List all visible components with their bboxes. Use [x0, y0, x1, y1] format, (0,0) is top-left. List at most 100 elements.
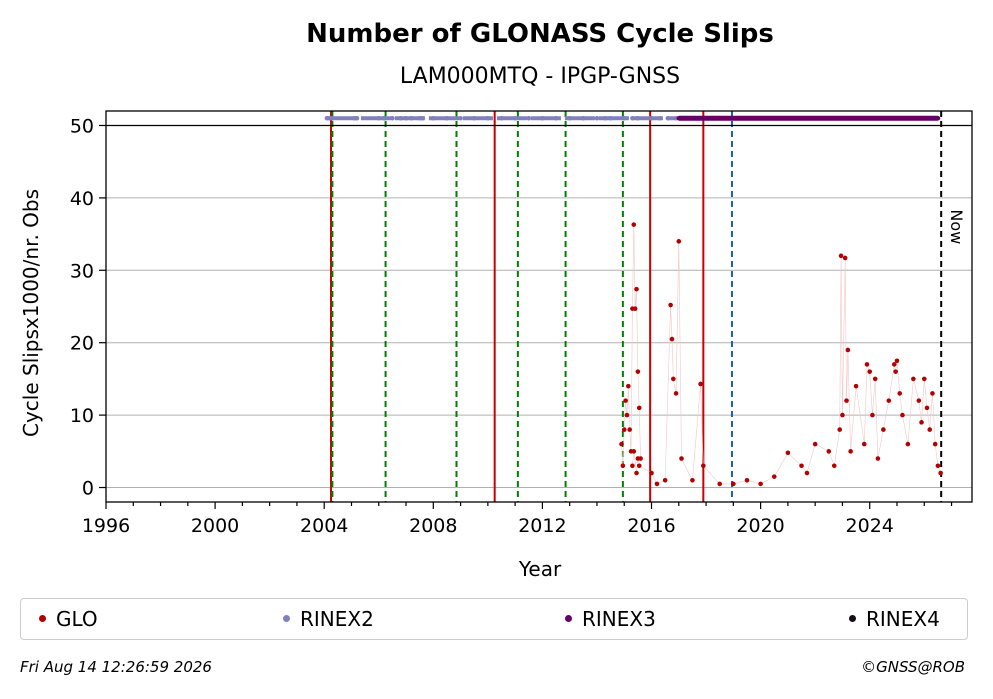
x-tick-label: 2012 [518, 515, 566, 537]
y-tick-label: 20 [70, 333, 94, 355]
glo-point [905, 441, 911, 447]
glo-point [623, 398, 628, 403]
x-tick-label: 2000 [191, 515, 239, 537]
glo-point [897, 391, 903, 396]
legend-marker-rinex3 [565, 615, 572, 622]
glo-point [916, 398, 922, 403]
glo-point [831, 463, 837, 469]
legend-item-glo: GLO [39, 607, 98, 631]
rinex2-point [657, 115, 662, 121]
glo-point [619, 441, 624, 447]
rinex3-point [812, 115, 818, 121]
glo-point [785, 450, 791, 456]
legend-marker-glo [39, 615, 46, 622]
x-tick-label: 2024 [846, 515, 894, 537]
glo-point [921, 376, 927, 382]
x-axis-ticks: 1996 2000 2004 2008 2012 2016 2020 2024 [82, 502, 953, 537]
glo-point [620, 463, 626, 469]
rinex2-point [553, 115, 559, 121]
chart-subtitle: LAM000MTQ - IPGP-GNSS [400, 64, 680, 89]
rinex2-point [630, 115, 635, 121]
glo-point [935, 463, 941, 469]
glo-point [924, 405, 930, 411]
rinex2-point [485, 115, 491, 121]
glo-point [624, 412, 630, 418]
glo-point [886, 398, 892, 403]
glo-point [837, 427, 843, 432]
event-lines [330, 111, 943, 502]
glo-point [634, 470, 639, 476]
rinex2-point [420, 115, 425, 121]
glo-point [930, 391, 935, 396]
glo-point [900, 412, 905, 418]
glo-point [844, 398, 849, 403]
y-tick-label: 50 [70, 115, 94, 137]
rinex2-point [381, 115, 387, 121]
glo-point [826, 449, 832, 454]
rinex2-point [458, 115, 463, 121]
glo-point [867, 369, 873, 374]
glo-point [636, 463, 642, 469]
glo-point [893, 369, 898, 374]
x-tick-label: 2020 [736, 515, 784, 537]
glo-point [631, 222, 637, 227]
rinex3-point [881, 115, 886, 121]
rinex2-point [665, 115, 671, 121]
glo-point [662, 477, 668, 483]
glo-point [845, 347, 851, 353]
legend-label-rinex4: RINEX4 [866, 607, 940, 631]
x-tick-label: 1996 [82, 515, 130, 537]
footer-credit: ©GNSS@ROB [861, 658, 965, 676]
glo-point [673, 391, 679, 396]
footer-timestamp: Fri Aug 14 12:26:59 2026 [20, 658, 212, 676]
glo-point [632, 306, 638, 311]
glo-point [938, 470, 943, 476]
glo-point [881, 427, 886, 432]
rinex3-point [826, 115, 832, 121]
glo-point [804, 470, 810, 476]
glo-point [635, 369, 641, 374]
glo-point [864, 362, 870, 367]
rinex3-point [771, 115, 777, 121]
glo-point [654, 481, 660, 487]
legend-item-rinex3: RINEX3 [565, 607, 656, 631]
rinex2-point [330, 115, 335, 121]
glo-point [636, 405, 642, 411]
rinex2-point [602, 115, 608, 121]
glo-point [690, 477, 695, 483]
glo-point [771, 474, 777, 479]
rinex3-point [731, 115, 736, 121]
glo-point [630, 463, 635, 469]
legend-marker-rinex4 [849, 615, 856, 622]
glo-point [872, 376, 878, 382]
glo-point [840, 412, 845, 418]
glo-point [758, 481, 763, 487]
rinex3-point [894, 115, 900, 121]
rinex3-point [703, 115, 709, 121]
y-axis-label: Cycle Slipsx1000/nr. Obs [19, 189, 43, 437]
glo-point [838, 253, 844, 259]
glo-point [634, 286, 639, 292]
glo-point [717, 481, 723, 487]
glo-point [698, 381, 703, 387]
rinex3-point [908, 115, 913, 121]
rinex2-point [621, 115, 627, 121]
x-tick-label: 2016 [627, 515, 675, 537]
glo-point [731, 481, 736, 487]
legend-item-rinex2: RINEX2 [283, 607, 374, 631]
rinex3-point [717, 115, 723, 121]
glo-point [870, 412, 875, 418]
glo-point [668, 302, 673, 308]
glo-point [626, 383, 631, 389]
rinex2-point [540, 115, 545, 121]
glo-point [744, 477, 750, 483]
glo-point [919, 420, 924, 425]
y-tick-label: 40 [70, 188, 94, 210]
glo-point [812, 441, 818, 447]
rinex3-point [921, 115, 927, 121]
glo-point [635, 456, 641, 461]
rinex2-point [376, 115, 382, 121]
rinex2-point [649, 115, 654, 121]
y-tick-label: 30 [70, 260, 94, 282]
